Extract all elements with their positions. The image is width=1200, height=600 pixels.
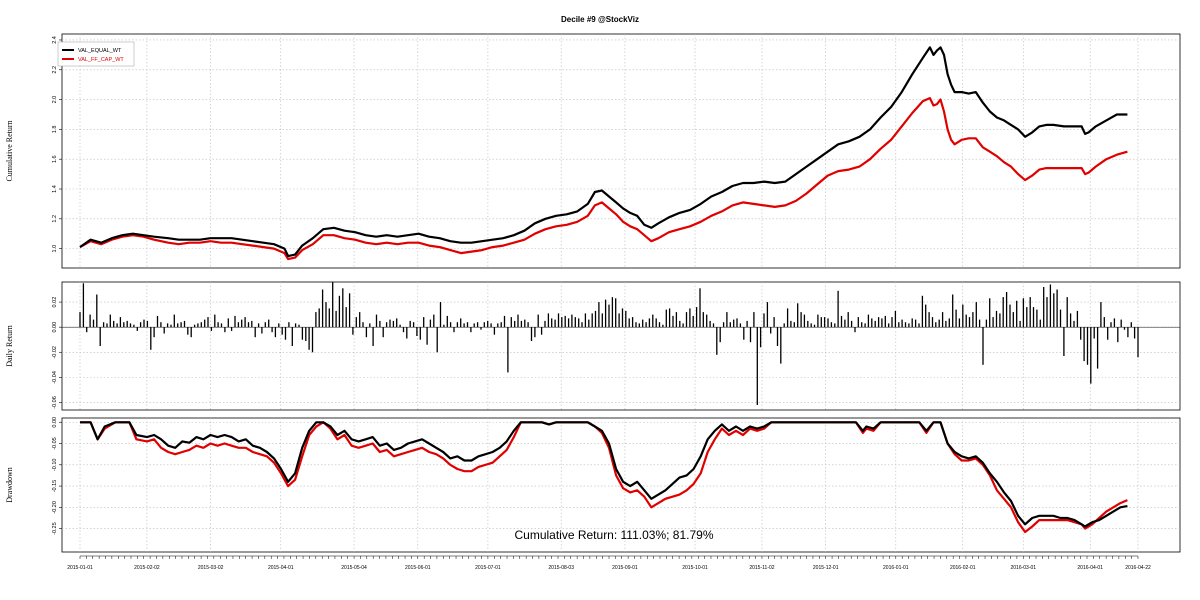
series-line-val-equal-wt (79, 46, 1128, 258)
panel-frame (61, 417, 1181, 553)
y-tick-label: 0.00 (52, 417, 58, 428)
daily-return-panel: 0.02 0.00 -0.02 -0.04 -0.06 Daily Return (5, 281, 1181, 411)
y-tick-label: -0.15 (52, 480, 58, 493)
y-tick-label: -0.04 (52, 371, 58, 384)
panel-frame (61, 33, 1181, 269)
drawdown-axis-label: Drawdown (5, 467, 14, 503)
legend-label: VAL_FF_CAP_WT (78, 57, 124, 63)
x-tick-label: 2016-04-01 (1077, 565, 1103, 571)
y-tick-label: 1.0 (52, 245, 58, 253)
panel-frame (61, 281, 1181, 411)
x-tick-label: 2015-06-01 (405, 565, 431, 571)
cumulative-axis-label: Cumulative Return (5, 120, 14, 181)
legend-label: VAL_EQUAL_WT (78, 48, 122, 54)
y-tick-label: -0.05 (52, 437, 58, 450)
x-tick-label: 2016-04-22 (1125, 565, 1151, 571)
y-tick-label: 2.2 (52, 66, 58, 74)
x-tick-label: 2015-08-03 (548, 565, 574, 571)
y-tick-label: -0.06 (52, 396, 58, 409)
y-tick-label: -0.10 (52, 459, 58, 472)
x-tick-label: 2015-05-04 (341, 565, 367, 571)
cumulative-return-panel: 1.0 1.2 1.4 1.6 1.8 2.0 2.2 2.4 Cumulative Retur… (5, 33, 1181, 269)
x-tick-label: 2015-11-02 (749, 565, 774, 571)
series-line-val-ff-cap-wt (79, 97, 1128, 261)
y-tick-label: 1.4 (52, 185, 58, 193)
drawdown-panel: 0.00 -0.05 -0.10 -0.15 -0.20 -0.25 Drawdown (5, 417, 1181, 553)
y-tick-label: 1.2 (52, 215, 58, 223)
series-line-val-equal-wt (80, 421, 1128, 528)
series-line-val-ff-cap-wt (80, 421, 1128, 534)
x-tick-label: 2015-09-01 (612, 565, 638, 571)
x-tick-label: 2015-01-01 (67, 565, 93, 571)
x-tick-label: 2016-01-01 (883, 565, 909, 571)
cumulative-return-annotation: Cumulative Return: 111.03%; 81.79% (514, 528, 713, 542)
y-tick-label: 0.00 (52, 322, 58, 333)
x-tick-label: 2015-07-01 (475, 565, 501, 571)
y-tick-label: 2.4 (52, 36, 58, 44)
y-tick-label: -0.20 (52, 501, 58, 514)
x-tick-label: 2015-02-02 (134, 565, 160, 571)
chart-title: Decile #9 @StockViz (561, 15, 639, 24)
y-tick-label: 2.0 (52, 96, 58, 104)
x-tick-label: 2016-03-01 (1010, 565, 1036, 571)
y-tick-label: -0.02 (52, 346, 58, 359)
x-tick-label: 2015-04-01 (268, 565, 294, 571)
x-axis: 2015-01-01 2015-02-02 2015-03-02 2015-04-01… (67, 555, 1151, 571)
y-tick-label: -0.25 (52, 522, 58, 535)
y-tick-label: 1.8 (52, 126, 58, 134)
x-tick-label: 2015-10-01 (682, 565, 708, 571)
legend-box (57, 41, 135, 67)
legend: VAL_EQUAL_WT VAL_FF_CAP_WT (57, 41, 135, 67)
y-tick-label: 1.6 (52, 155, 58, 163)
x-tick-label: 2016-02-01 (950, 565, 976, 571)
daily-axis-label: Daily Return (5, 325, 14, 367)
x-tick-label: 2015-12-01 (813, 565, 839, 571)
y-tick-label: 0.02 (52, 297, 58, 308)
x-tick-label: 2015-03-02 (198, 565, 224, 571)
